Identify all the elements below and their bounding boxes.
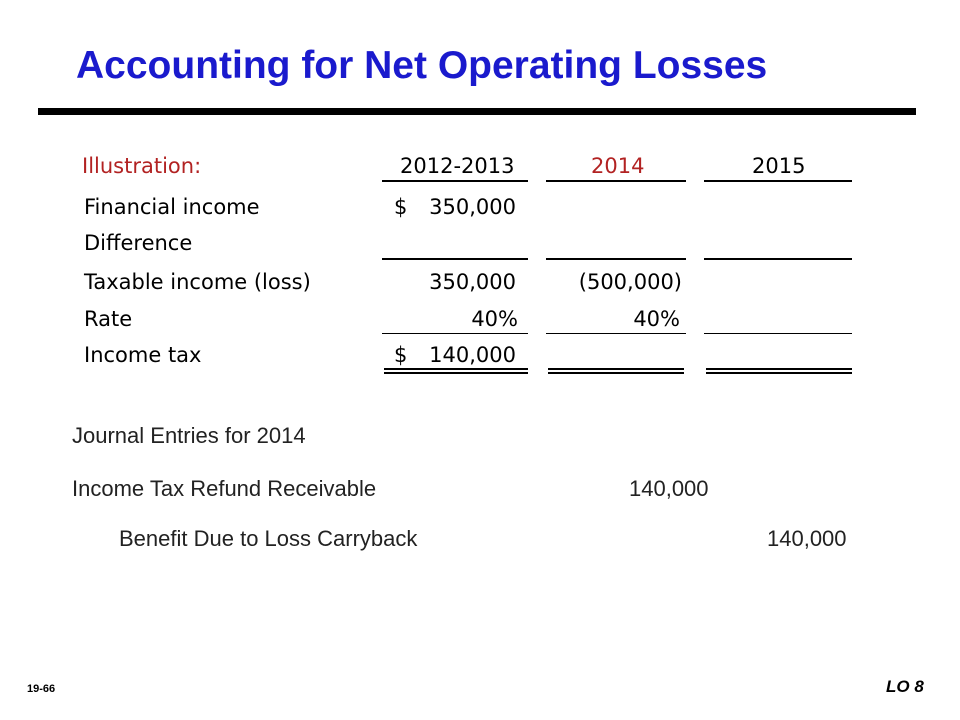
page-number: 19-66 [27,683,56,695]
difference-underline-col2 [546,258,686,260]
difference-underline-col1 [382,258,528,260]
journal-entry-1-account: Income Tax Refund Receivable [72,476,377,501]
row-taxable-income-2014: (500,000) [578,270,682,294]
total-double-rule-col1-top [384,368,528,370]
row-income-tax-2012-2013: 140,000 [429,343,516,367]
header-underline-col2 [546,180,686,182]
row-rate-2014: 40% [633,307,680,331]
row-income-tax-dollar-sign: $ [394,343,408,367]
total-double-rule-col1-bottom [384,372,528,374]
column-header-2014: 2014 [591,154,645,178]
row-label-difference: Difference [84,231,193,255]
row-taxable-income-2012-2013: 350,000 [429,270,516,294]
column-header-2012-2013: 2012-2013 [400,154,515,178]
rate-underline-col3 [704,333,852,334]
row-financial-income-2012-2013: 350,000 [429,195,516,219]
row-rate-2012-2013: 40% [471,307,518,331]
journal-entry-2-account: Benefit Due to Loss Carryback [119,526,418,551]
journal-entry-2-credit: 140,000 [767,526,847,551]
slide-title: Accounting for Net Operating Losses [76,44,768,87]
rate-underline-col2 [546,333,686,334]
row-label-taxable-income: Taxable income (loss) [84,270,311,294]
row-label-financial-income: Financial income [84,195,260,219]
total-double-rule-col3-bottom [706,372,852,374]
total-double-rule-col3-top [706,368,852,370]
row-financial-income-dollar-sign: $ [394,195,408,219]
title-divider [38,108,916,115]
row-label-income-tax: Income tax [84,343,202,367]
journal-entry-1-debit: 140,000 [629,476,709,501]
header-underline-col1 [382,180,528,182]
row-label-rate: Rate [84,307,133,331]
learning-objective-tag: LO 8 [886,677,924,696]
total-double-rule-col2-bottom [548,372,684,374]
difference-underline-col3 [704,258,852,260]
column-header-2015: 2015 [752,154,806,178]
journal-heading: Journal Entries for 2014 [72,423,306,448]
rate-underline-col1 [382,333,528,334]
illustration-label: Illustration: [82,154,202,178]
total-double-rule-col2-top [548,368,684,370]
header-underline-col3 [704,180,852,182]
